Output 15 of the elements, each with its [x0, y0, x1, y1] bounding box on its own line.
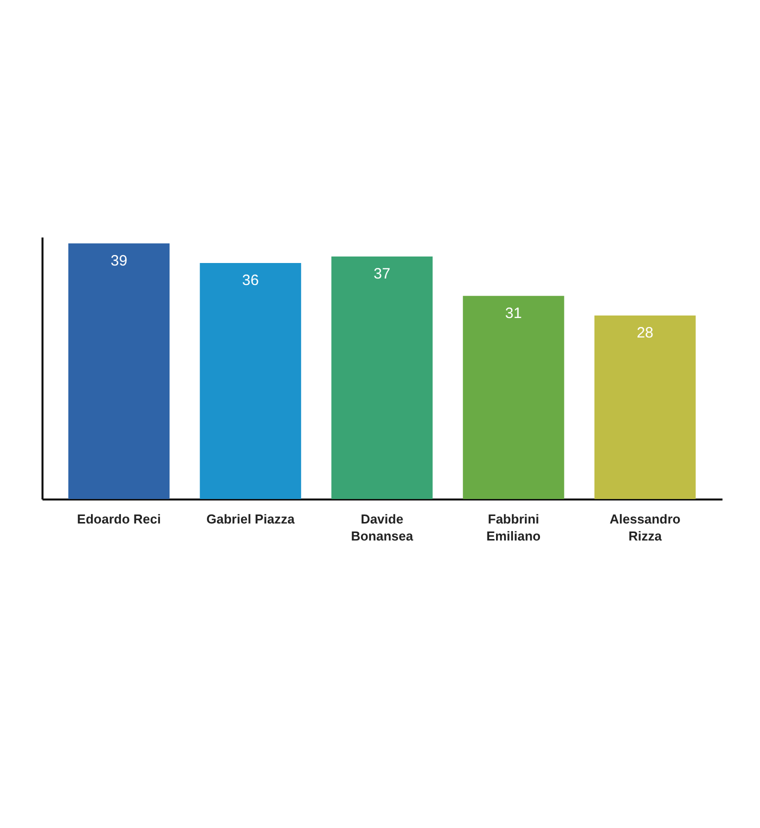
x-tick-label: Alessandro Rizza: [610, 512, 681, 544]
bar: [594, 315, 696, 499]
data-label: 36: [242, 272, 259, 290]
bar: [462, 296, 564, 499]
bar: [68, 243, 170, 499]
data-label: 37: [374, 266, 390, 282]
x-tick-label: Fabbrini Emiliano: [486, 512, 541, 544]
bar: [331, 256, 433, 499]
bar: [200, 263, 302, 499]
x-tick-label: Gabriel Piazza: [206, 512, 296, 526]
x-tick-label: Davide Bonansea: [350, 512, 414, 544]
x-tick-label: Edoardo Reci: [77, 512, 161, 526]
data-label: 28: [636, 324, 654, 342]
data-label: 39: [110, 252, 128, 270]
data-label: 31: [505, 304, 522, 322]
